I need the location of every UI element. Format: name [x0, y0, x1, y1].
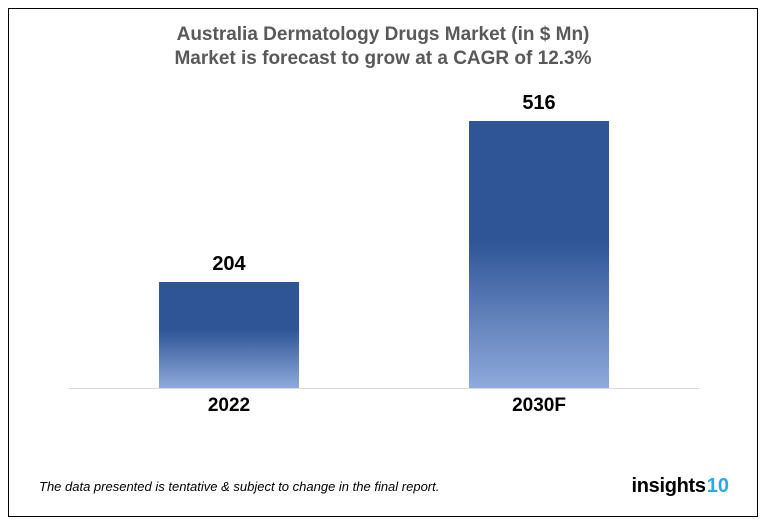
- chart-area: 204 516 2022 2030F: [69, 99, 699, 419]
- category-label-0: 2022: [159, 395, 299, 417]
- bar-column-1: 516: [469, 92, 609, 388]
- x-axis: 2022 2030F: [69, 389, 699, 419]
- plot-region: 204 516: [69, 99, 699, 389]
- bar-value-label-1: 516: [522, 92, 555, 115]
- title-line-1: Australia Dermatology Drugs Market (in $…: [9, 23, 757, 47]
- bar-column-0: 204: [159, 253, 299, 388]
- footnote-text: The data presented is tentative & subjec…: [39, 479, 439, 494]
- brand-text-accent: 10: [707, 475, 729, 498]
- bar-0: [159, 282, 299, 388]
- category-label-1: 2030F: [469, 395, 609, 417]
- title-line-2: Market is forecast to grow at a CAGR of …: [9, 47, 757, 71]
- brand-text-main: insights: [631, 475, 705, 498]
- chart-frame: Australia Dermatology Drugs Market (in $…: [8, 8, 758, 517]
- brand-logo: insights10: [631, 475, 729, 498]
- bar-1: [469, 121, 609, 388]
- bar-value-label-0: 204: [212, 253, 245, 276]
- chart-title: Australia Dermatology Drugs Market (in $…: [9, 9, 757, 71]
